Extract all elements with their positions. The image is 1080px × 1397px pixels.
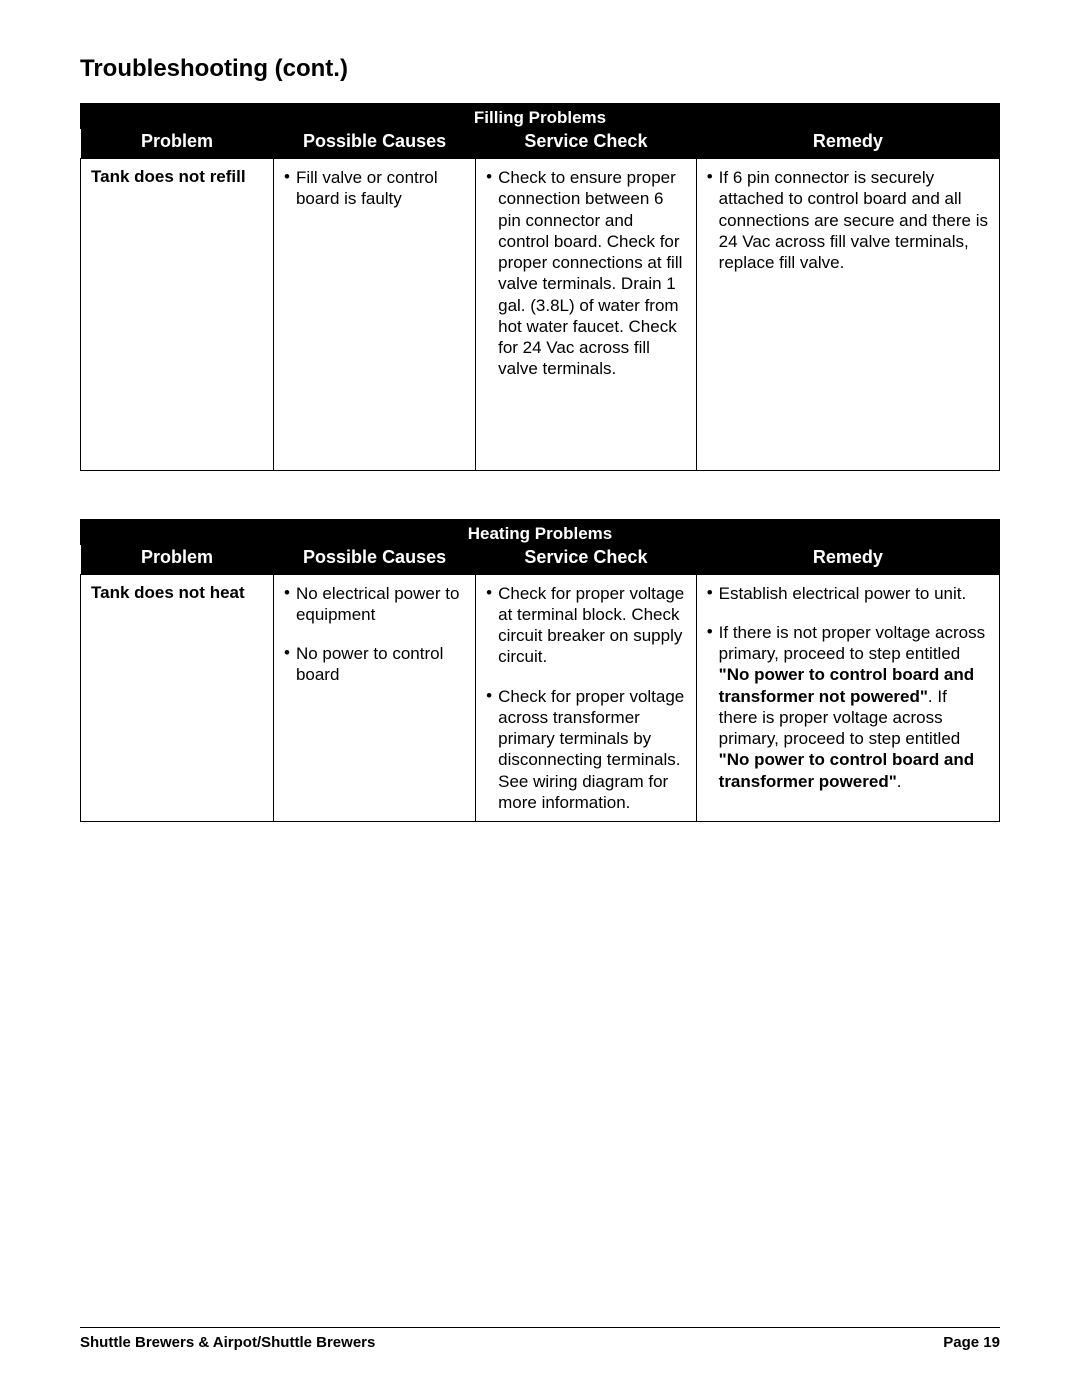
page-title: Troubleshooting (cont.)	[80, 55, 1000, 83]
section-title: Heating Problems	[81, 519, 1000, 544]
footer-right: Page 19	[943, 1334, 1000, 1351]
bullet-item: • If 6 pin connector is securely attache…	[707, 167, 989, 273]
table-row: Tank does not heat • No electrical power…	[81, 574, 1000, 822]
col-header-causes: Possible Causes	[273, 129, 475, 159]
bullet-item: • Check for proper voltage at terminal b…	[486, 583, 686, 668]
bullet-item: • Fill valve or control board is faulty	[284, 167, 465, 210]
problem-text: Tank does not refill	[91, 167, 246, 186]
col-header-problem: Problem	[81, 544, 274, 574]
bullet-item: • No electrical power to equipment	[284, 583, 465, 626]
bullet-item: • Check for proper voltage across transf…	[486, 686, 686, 814]
column-headers-row: Problem Possible Causes Service Check Re…	[81, 129, 1000, 159]
document-page: Troubleshooting (cont.) Filling Problems…	[0, 0, 1080, 1397]
bullet-item: • No power to control board	[284, 643, 465, 686]
bullet-text: Establish electrical power to unit.	[719, 583, 989, 604]
cell-causes: • No electrical power to equipment • No …	[273, 574, 475, 822]
cell-service: • Check for proper voltage at terminal b…	[476, 574, 697, 822]
filling-problems-table: Filling Problems Problem Possible Causes…	[80, 103, 1000, 471]
bullet-icon: •	[284, 167, 290, 210]
bullet-icon: •	[284, 643, 290, 686]
cell-remedy: • Establish electrical power to unit. • …	[696, 574, 999, 822]
section-title: Filling Problems	[81, 104, 1000, 129]
bullet-text: No electrical power to equipment	[296, 583, 465, 626]
bullet-item: • Check to ensure proper connection betw…	[486, 167, 686, 380]
bullet-icon: •	[486, 686, 492, 814]
col-header-problem: Problem	[81, 129, 274, 159]
table-row: Tank does not refill • Fill valve or con…	[81, 159, 1000, 471]
problem-text: Tank does not heat	[91, 583, 245, 602]
cell-remedy: • If 6 pin connector is securely attache…	[696, 159, 999, 471]
bullet-text: Check for proper voltage across transfor…	[498, 686, 686, 814]
col-header-remedy: Remedy	[696, 129, 999, 159]
bullet-icon: •	[486, 583, 492, 668]
bullet-item: • If there is not proper voltage across …	[707, 622, 989, 792]
bullet-text: If there is not proper voltage across pr…	[719, 622, 989, 792]
bullet-icon: •	[707, 583, 713, 604]
col-header-service: Service Check	[476, 544, 697, 574]
col-header-remedy: Remedy	[696, 544, 999, 574]
footer-left: Shuttle Brewers & Airpot/Shuttle Brewers	[80, 1334, 375, 1351]
bullet-text: No power to control board	[296, 643, 465, 686]
page-footer: Shuttle Brewers & Airpot/Shuttle Brewers…	[80, 1327, 1000, 1351]
bullet-icon: •	[486, 167, 492, 380]
bullet-icon: •	[707, 167, 713, 273]
bullet-icon: •	[284, 583, 290, 626]
bullet-text: If 6 pin connector is securely attached …	[719, 167, 989, 273]
heating-problems-table: Heating Problems Problem Possible Causes…	[80, 519, 1000, 823]
col-header-causes: Possible Causes	[273, 544, 475, 574]
bullet-item: • Establish electrical power to unit.	[707, 583, 989, 604]
bullet-text: Check to ensure proper connection betwee…	[498, 167, 686, 380]
cell-problem: Tank does not heat	[81, 574, 274, 822]
section-title-row: Heating Problems	[81, 519, 1000, 544]
column-headers-row: Problem Possible Causes Service Check Re…	[81, 544, 1000, 574]
section-title-row: Filling Problems	[81, 104, 1000, 129]
cell-service: • Check to ensure proper connection betw…	[476, 159, 697, 471]
col-header-service: Service Check	[476, 129, 697, 159]
bullet-icon: •	[707, 622, 713, 792]
cell-problem: Tank does not refill	[81, 159, 274, 471]
bullet-text: Fill valve or control board is faulty	[296, 167, 465, 210]
bullet-text: Check for proper voltage at terminal blo…	[498, 583, 686, 668]
cell-causes: • Fill valve or control board is faulty	[273, 159, 475, 471]
